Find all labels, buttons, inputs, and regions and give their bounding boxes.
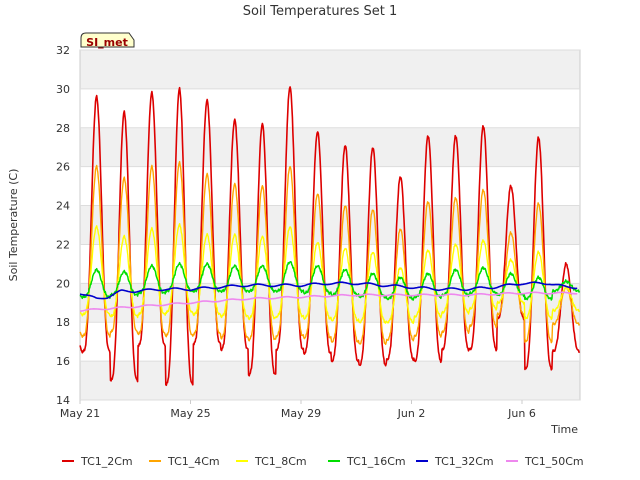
legend-item: TC1_50Cm — [506, 455, 584, 468]
legend-label: TC1_2Cm — [80, 455, 133, 468]
series-lines — [79, 86, 581, 387]
x-axis-label: Time — [550, 423, 578, 436]
legend-item: TC1_4Cm — [149, 455, 220, 468]
plot-band — [80, 50, 580, 89]
legend-label: TC1_32Cm — [434, 455, 494, 468]
x-tick-label: May 29 — [281, 407, 321, 420]
y-tick-label: 16 — [56, 355, 70, 368]
y-tick-labels: 14 16 18 20 22 24 26 28 30 32 — [56, 44, 70, 407]
x-tick-labels: May 21 May 25 May 29 Jun 2 Jun 6 — [60, 400, 536, 420]
series-line-tc1-2cm — [79, 86, 581, 387]
x-tick-label: May 25 — [170, 407, 210, 420]
y-gridlines — [80, 49, 580, 401]
y-tick-label: 14 — [56, 394, 70, 407]
x-tick-label: Jun 6 — [507, 407, 536, 420]
y-axis-label: Soil Temperature (C) — [7, 169, 20, 282]
plot-band — [80, 205, 580, 245]
y-tick-label: 24 — [56, 200, 70, 213]
legend-label: TC1_4Cm — [167, 455, 220, 468]
legend-item: TC1_32Cm — [416, 455, 494, 468]
y-tick-label: 28 — [56, 122, 70, 135]
legend-item: TC1_2Cm — [62, 455, 133, 468]
series-line-tc1-4cm — [79, 160, 581, 346]
y-tick-label: 20 — [56, 277, 70, 290]
y-tick-label: 30 — [56, 83, 70, 96]
legend-label: TC1_8Cm — [254, 455, 307, 468]
y-tick-label: 32 — [56, 44, 70, 57]
legend-item: TC1_8Cm — [236, 455, 307, 468]
series-line-tc1-32cm — [79, 281, 578, 300]
plot-band — [80, 361, 580, 400]
legend-label: TC1_50Cm — [524, 455, 584, 468]
chart-title: Soil Temperatures Set 1 — [243, 4, 398, 19]
legend-item: TC1_16Cm — [328, 455, 406, 468]
plot-band — [80, 127, 580, 167]
series-line-tc1-8cm — [79, 223, 581, 325]
x-tick-label: May 21 — [60, 407, 100, 420]
plot-bands — [80, 50, 580, 400]
legend-label: TC1_16Cm — [346, 455, 406, 468]
station-badge: SI_met — [80, 32, 135, 49]
y-tick-label: 26 — [56, 161, 70, 174]
y-tick-label: 18 — [56, 316, 70, 329]
station-badge-label: SI_met — [86, 36, 128, 49]
x-tick-label: Jun 2 — [397, 407, 426, 420]
series-line-tc1-50cm — [79, 291, 578, 313]
y-tick-label: 22 — [56, 238, 70, 251]
legend: TC1_2Cm TC1_4Cm TC1_8Cm TC1_16Cm TC1_32Cm TC1… — [62, 455, 584, 468]
